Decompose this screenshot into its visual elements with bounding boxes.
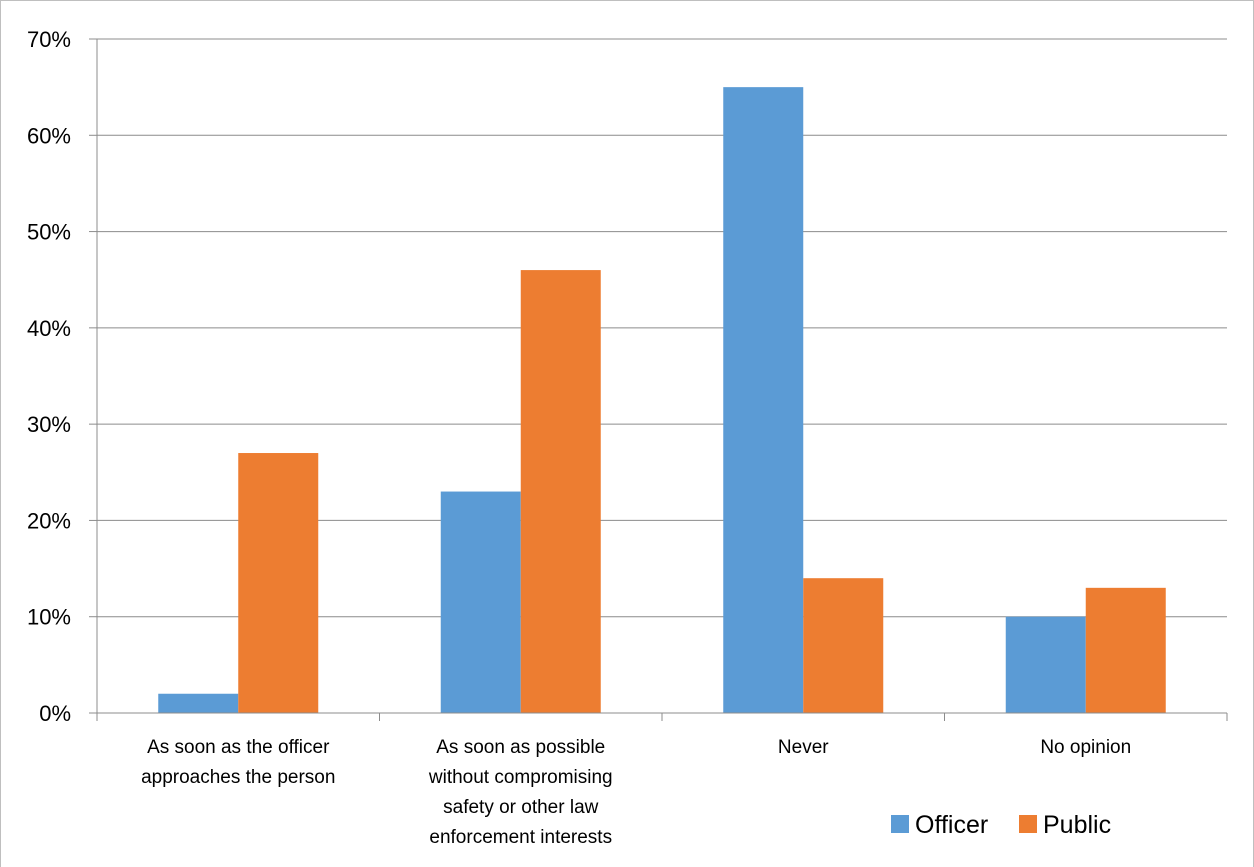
y-tick-label: 0% [39,701,71,726]
legend-swatch-public [1019,815,1037,833]
bar-public-1 [238,453,319,713]
legend-label-public: Public [1043,811,1111,839]
y-tick-labels: 0% 10% 20% 30% 40% 50% 60% 70% [27,27,71,726]
y-tick-label: 20% [27,508,71,533]
x-tick-label: enforcement interests [429,827,612,848]
x-tick-label: Never [778,737,829,758]
y-tick-label: 70% [27,27,71,52]
x-tick-label: without compromising [428,767,613,788]
x-tick-label: As soon as possible [436,737,605,758]
x-tick-label: No opinion [1040,737,1131,758]
y-tick-label: 50% [27,220,71,245]
y-tick-label: 30% [27,412,71,437]
x-tick-label: safety or other law [443,797,599,818]
bars [158,87,1166,713]
bar-public-2 [520,270,601,713]
x-tick-labels: As soon as the officer approaches the per… [141,737,1131,848]
bar-officer-3 [723,87,804,713]
y-tick-label: 60% [27,123,71,148]
bar-public-3 [803,578,884,713]
legend-label-officer: Officer [915,811,988,839]
legend-swatch-officer [891,815,909,833]
bar-officer-1 [158,693,239,713]
y-tick-label: 10% [27,605,71,630]
bar-officer-2 [440,491,521,713]
x-tick-label: approaches the person [141,767,335,788]
x-tick-label: As soon as the officer [147,737,330,758]
bar-officer-4 [1005,616,1086,713]
legend: Officer Public [891,811,1111,839]
bar-public-4 [1085,587,1166,713]
y-tick-label: 40% [27,316,71,341]
axes [89,38,1228,721]
